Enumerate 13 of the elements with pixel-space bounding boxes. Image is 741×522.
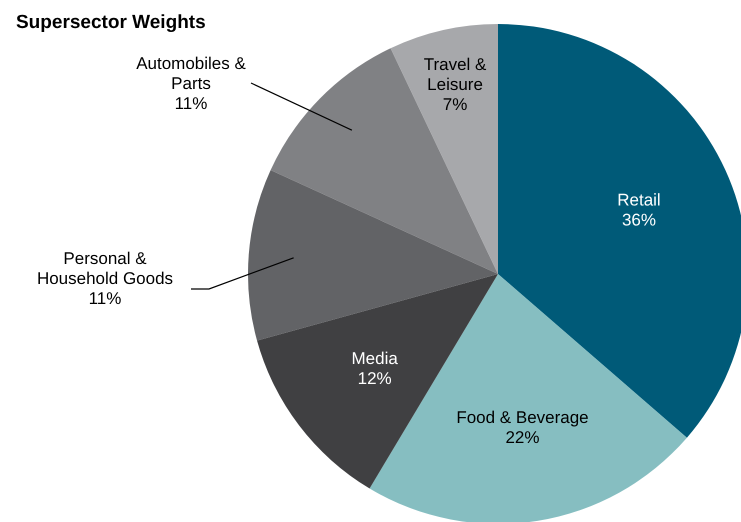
slice-label: Automobiles & Parts: [136, 54, 246, 93]
data-label: 22%: [505, 428, 540, 448]
slice-label: Media: [352, 348, 398, 368]
data-label: 7%: [442, 94, 468, 114]
slice-label: Food & Beverage: [456, 408, 589, 428]
slice-label: Personal & Household Goods: [36, 249, 174, 288]
data-label: 11%: [174, 94, 208, 113]
slice-label: Travel & Leisure: [424, 54, 488, 94]
chart-title: Supersector Weights: [16, 12, 206, 33]
slice-label: Retail: [617, 190, 661, 210]
data-label: 12%: [358, 368, 392, 388]
data-label: 36%: [622, 210, 656, 230]
data-label: 11%: [88, 289, 122, 308]
